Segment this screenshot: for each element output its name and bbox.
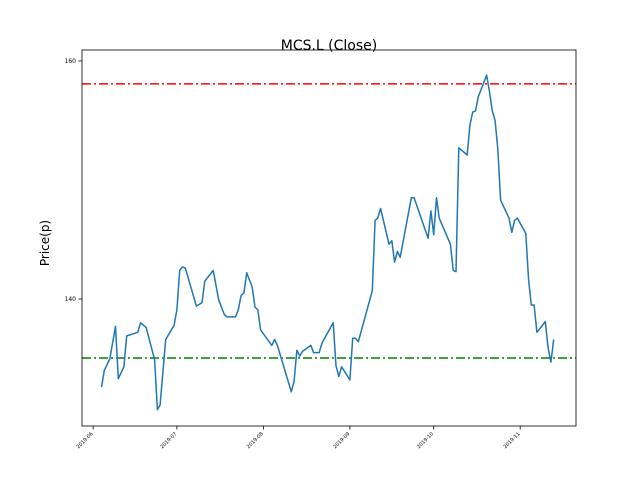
y-tick-label: 160 [65,58,77,65]
price-line [100,74,555,411]
x-tick-label: 2019-10 [416,431,435,450]
chart-title: MCS.L (Close) [281,38,378,54]
x-tick-label: 2019-11 [503,431,522,450]
x-tick-label: 2019-06 [76,431,95,450]
x-tick-label: 2019-07 [159,431,178,450]
y-axis-label: Price(p) [38,220,52,266]
x-tick-label: 2019-08 [246,431,265,450]
y-tick-label: 140 [65,296,77,303]
axes-frame [81,49,577,427]
x-tick-label: 2019-09 [332,431,351,450]
